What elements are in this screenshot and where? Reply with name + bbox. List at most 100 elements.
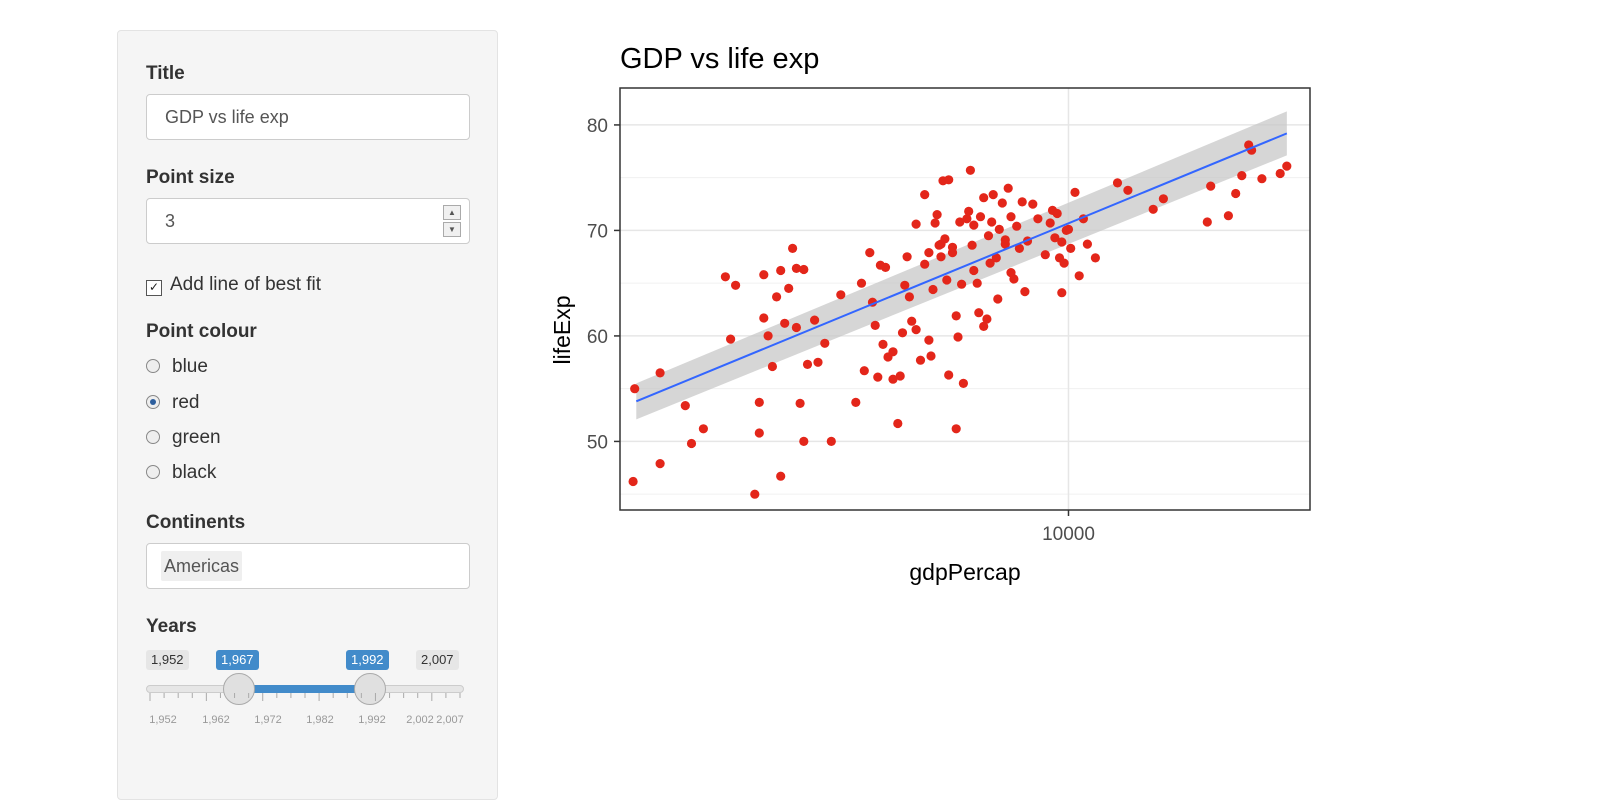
data-point — [932, 210, 942, 220]
data-point — [911, 219, 921, 229]
radio-blue[interactable] — [146, 359, 160, 373]
fit-line — [635, 132, 1288, 403]
data-point — [810, 315, 820, 325]
years-to-chip: 1,992 — [346, 650, 389, 670]
data-point — [1223, 211, 1233, 221]
colour-option-label: green — [172, 427, 221, 448]
data-point — [1009, 274, 1019, 284]
data-point — [924, 248, 934, 258]
data-point — [1003, 183, 1013, 193]
year-tick-label: 2,007 — [436, 714, 464, 726]
data-point — [944, 370, 954, 380]
data-point — [967, 240, 977, 250]
data-point — [965, 165, 975, 175]
colour-option-green[interactable]: green — [146, 427, 221, 449]
colour-option-label: red — [172, 392, 200, 413]
data-point — [902, 252, 912, 262]
y-tick-label: 60 — [587, 327, 608, 348]
colour-option-black[interactable]: black — [146, 462, 216, 484]
title-label: Title — [146, 63, 185, 84]
data-point — [1059, 258, 1069, 268]
x-tick-label: 10000 — [1042, 524, 1095, 545]
data-point — [759, 270, 769, 280]
data-point — [993, 294, 1003, 304]
data-point — [791, 322, 801, 333]
data-point — [955, 217, 965, 227]
data-point — [928, 284, 938, 295]
colour-option-label: blue — [172, 356, 208, 377]
data-point — [1012, 221, 1022, 231]
data-point — [962, 214, 972, 224]
year-tick-label: 1,992 — [358, 714, 386, 726]
data-point — [942, 275, 952, 285]
point-size-label: Point size — [146, 167, 235, 188]
data-point — [997, 198, 1007, 208]
data-point — [920, 190, 930, 200]
continents-select[interactable]: Americas — [146, 543, 470, 589]
data-point — [759, 313, 769, 323]
data-point — [964, 206, 974, 216]
best-fit-option[interactable]: ✓ Add line of best fit — [146, 274, 321, 296]
data-point — [983, 231, 994, 241]
continent-tag[interactable]: Americas — [161, 551, 243, 581]
data-point — [936, 252, 946, 262]
point-colour-label: Point colour — [146, 321, 257, 342]
data-point — [911, 325, 921, 335]
radio-black[interactable] — [146, 465, 160, 479]
data-point — [1033, 214, 1043, 224]
data-point — [915, 355, 926, 365]
years-slider-handle-to[interactable] — [354, 673, 386, 705]
data-point — [1275, 168, 1285, 179]
years-label: Years — [146, 616, 197, 637]
colour-option-blue[interactable]: blue — [146, 356, 208, 378]
data-point — [630, 384, 640, 394]
data-point — [1000, 239, 1010, 249]
data-point — [1063, 224, 1074, 234]
years-slider-range[interactable] — [239, 685, 370, 693]
data-point — [1158, 194, 1168, 204]
title-input[interactable]: GDP vs life exp — [146, 94, 470, 140]
data-point — [888, 374, 898, 384]
point-size-stepper[interactable]: ▲ ▼ — [443, 205, 461, 237]
data-point — [628, 476, 638, 487]
data-point — [1050, 233, 1060, 243]
x-axis-label: gdpPercap — [909, 559, 1020, 585]
data-point — [776, 265, 786, 276]
years-slider-handle-from[interactable] — [223, 673, 255, 705]
data-point — [1006, 212, 1016, 222]
data-point — [791, 263, 801, 273]
radio-red[interactable] — [146, 395, 160, 409]
data-point — [763, 331, 773, 341]
best-fit-checkbox[interactable]: ✓ — [146, 280, 162, 296]
data-point — [865, 248, 875, 258]
best-fit-label: Add line of best fit — [170, 274, 322, 295]
colour-option-red[interactable]: red — [146, 392, 199, 414]
data-point — [972, 278, 982, 288]
data-point — [888, 347, 898, 357]
increment-arrow-icon[interactable]: ▲ — [443, 205, 461, 220]
point-size-input[interactable]: 3 ▲ ▼ — [146, 198, 470, 244]
data-point — [750, 489, 760, 499]
data-point — [813, 357, 823, 367]
data-point — [979, 321, 989, 331]
data-point — [1282, 161, 1292, 171]
data-point — [873, 372, 883, 382]
data-point — [655, 459, 665, 469]
data-point — [1066, 243, 1076, 253]
data-point — [731, 280, 741, 290]
data-point — [975, 212, 986, 222]
year-tick-label: 1,972 — [254, 714, 282, 726]
decrement-arrow-icon[interactable]: ▼ — [443, 222, 461, 237]
years-from-chip: 1,967 — [216, 650, 259, 670]
data-point — [1237, 171, 1247, 181]
data-point — [1045, 218, 1055, 228]
data-point — [893, 418, 903, 429]
data-point — [920, 259, 930, 269]
radio-green[interactable] — [146, 430, 160, 444]
data-point — [895, 371, 905, 381]
data-point — [698, 424, 708, 434]
data-point — [799, 264, 809, 275]
data-point — [982, 314, 992, 324]
data-point — [979, 193, 989, 203]
data-point — [926, 351, 936, 361]
